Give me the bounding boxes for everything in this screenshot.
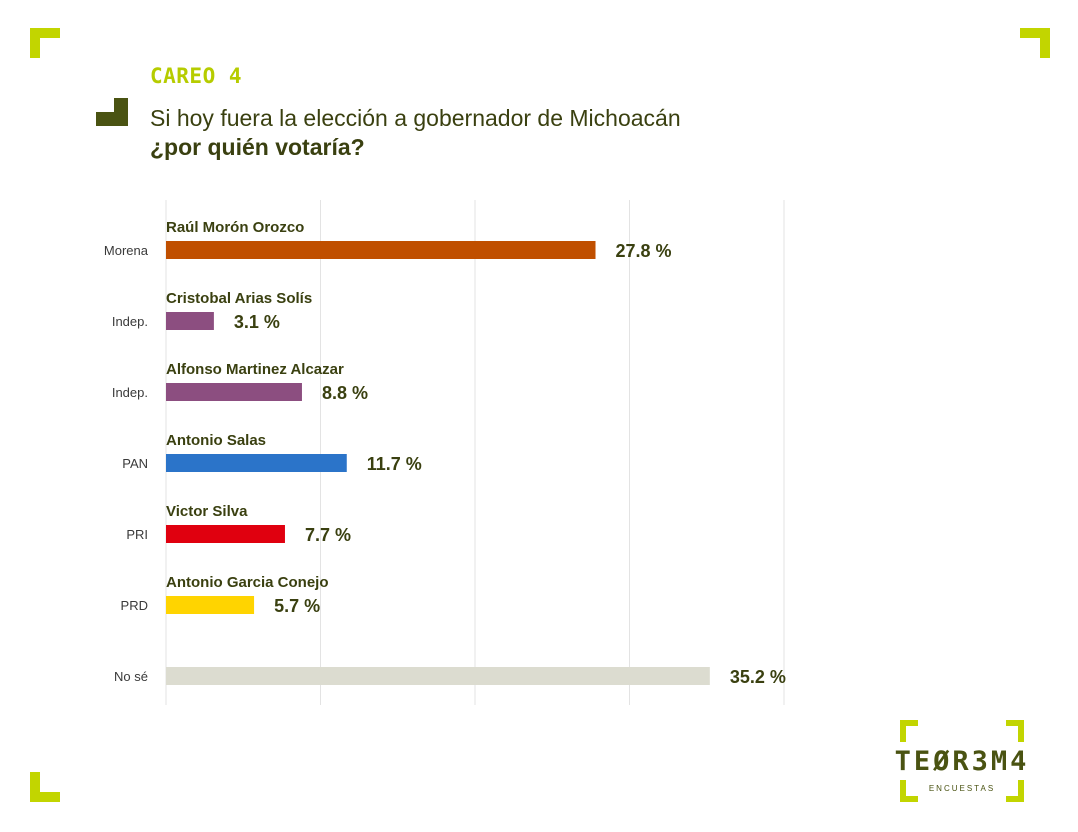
bar: [166, 525, 285, 543]
candidate-label: Alfonso Martinez Alcazar: [166, 361, 344, 378]
party-label: PAN: [122, 456, 148, 471]
candidate-label: Antonio Salas: [166, 432, 266, 449]
party-label: Indep.: [112, 385, 148, 400]
logo-bracket-icon: [1006, 780, 1024, 802]
value-label: 27.8 %: [616, 241, 672, 261]
logo-subtitle: ENCUESTAS: [928, 784, 996, 793]
bar: [166, 241, 596, 259]
value-label: 5.7 %: [274, 596, 320, 616]
bar: [166, 454, 347, 472]
candidate-label: Cristobal Arias Solís: [166, 290, 312, 307]
candidate-label: Victor Silva: [166, 503, 248, 520]
logo-wordmark: TEØR3M4: [894, 746, 1030, 777]
title-line-2: ¿por quién votaría?: [150, 134, 365, 160]
logo-bracket-icon: [900, 720, 918, 742]
party-label: Morena: [104, 243, 149, 258]
corner-bracket-top-right: [1020, 28, 1050, 58]
bar: [166, 312, 214, 330]
chart-title: Si hoy fuera la elección a gobernador de…: [150, 104, 681, 162]
teorema-logo: TEØR3M4 ENCUESTAS: [872, 720, 1052, 804]
value-label: 7.7 %: [305, 525, 351, 545]
value-label: 35.2 %: [730, 667, 786, 687]
logo-bracket-icon: [900, 780, 918, 802]
bar: [166, 383, 302, 401]
title-mark-icon: [96, 98, 128, 130]
candidate-label: Antonio Garcia Conejo: [166, 574, 329, 591]
party-label: No sé: [114, 669, 148, 684]
candidate-label: Raúl Morón Orozco: [166, 219, 304, 236]
corner-bracket-top-left: [30, 28, 60, 58]
title-line-1: Si hoy fuera la elección a gobernador de…: [150, 105, 681, 131]
bar: [166, 596, 255, 614]
party-label: PRD: [121, 598, 148, 613]
value-label: 3.1 %: [234, 312, 280, 332]
logo-bracket-icon: [1006, 720, 1024, 742]
corner-bracket-bottom-left: [30, 772, 60, 802]
kicker-label: CAREO 4: [150, 64, 243, 88]
party-label: Indep.: [112, 314, 148, 329]
bar: [166, 667, 710, 685]
value-label: 8.8 %: [322, 383, 368, 403]
party-label: PRI: [126, 527, 148, 542]
value-label: 11.7 %: [367, 454, 422, 474]
